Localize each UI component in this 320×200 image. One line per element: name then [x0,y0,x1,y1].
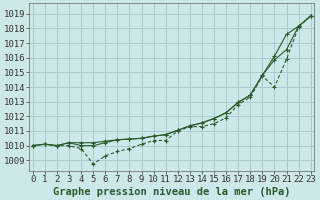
X-axis label: Graphe pression niveau de la mer (hPa): Graphe pression niveau de la mer (hPa) [53,186,291,197]
